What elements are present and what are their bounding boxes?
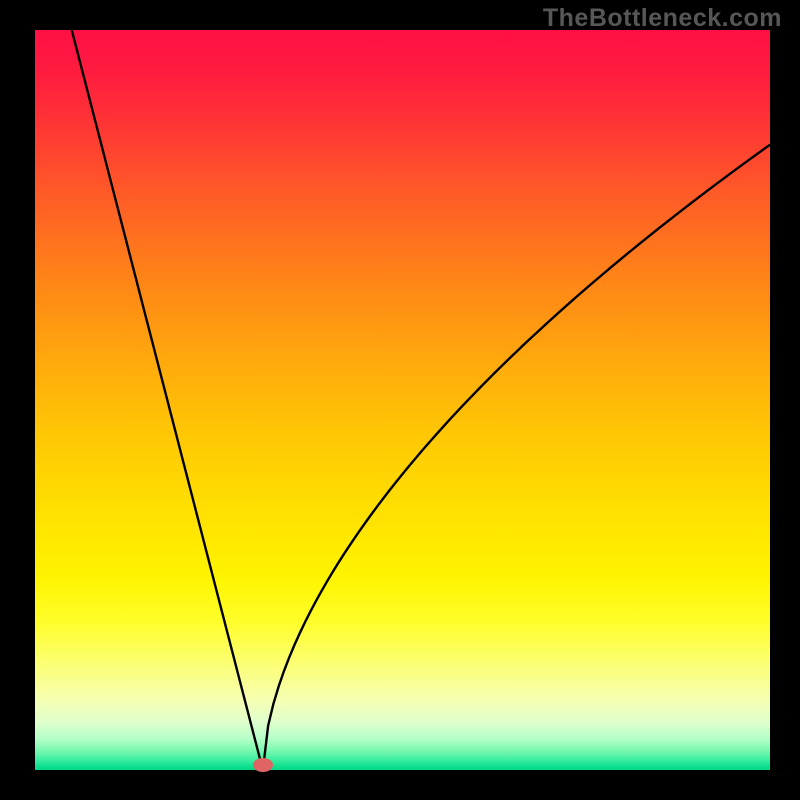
plot-svg bbox=[35, 30, 770, 770]
plot-area bbox=[35, 30, 770, 770]
minimum-marker bbox=[253, 758, 273, 772]
watermark-label: TheBottleneck.com bbox=[543, 4, 782, 33]
gradient-background bbox=[35, 30, 770, 770]
chart-container: TheBottleneck.com bbox=[0, 0, 800, 800]
